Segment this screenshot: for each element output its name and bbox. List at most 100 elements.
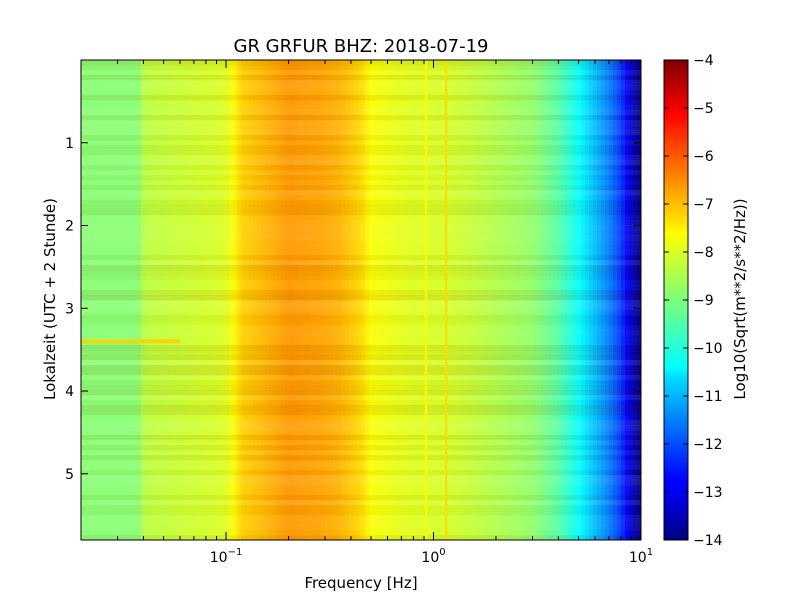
heatmap-column [241, 60, 246, 540]
colorbar-label: Log10(Sqrt(m**2/s**2/Hz)) [731, 198, 749, 399]
heatmap-column [277, 60, 282, 540]
heatmap-column [357, 60, 362, 540]
heatmap-row [81, 490, 641, 496]
heatmap-row [81, 375, 641, 381]
heatmap-row [81, 295, 641, 301]
heatmap-column [609, 60, 614, 540]
heatmap-column [421, 60, 426, 540]
heatmap-row [81, 190, 641, 196]
heatmap-column [577, 60, 582, 540]
heatmap-column [561, 60, 566, 540]
heatmap-column [485, 60, 490, 540]
colorbar-tick-label: −6 [693, 149, 714, 165]
heatmap-column [293, 60, 298, 540]
heatmap-column [161, 60, 166, 540]
heatmap-column [337, 60, 342, 540]
heatmap-column [541, 60, 546, 540]
heatmap-row [81, 200, 641, 206]
heatmap-column [149, 60, 154, 540]
heatmap-row [81, 265, 641, 271]
colorbar-tick-label: −5 [693, 101, 714, 117]
heatmap-column [533, 60, 538, 540]
heatmap-column [617, 60, 622, 540]
heatmap-column [201, 60, 206, 540]
heatmap-column [405, 60, 410, 540]
heatmap-row [81, 310, 641, 316]
heatmap-row [81, 530, 641, 535]
heatmap-column [517, 60, 522, 540]
colorbar-tick-label: −9 [693, 293, 714, 309]
heatmap-column [481, 60, 486, 540]
heatmap-row [81, 125, 641, 131]
heatmap-row [81, 85, 641, 91]
heatmap-column [133, 60, 138, 540]
heatmap-column [333, 60, 338, 540]
y-axis-label: Lokalzeit (UTC + 2 Stunde) [41, 198, 59, 400]
heatmap-column [401, 60, 406, 540]
heatmap-row [81, 465, 641, 471]
heatmap-row [81, 400, 641, 405]
heatmap-row [81, 525, 641, 531]
heatmap-column [329, 60, 334, 540]
heatmap-column [369, 60, 374, 540]
y-tick-label: 5 [65, 467, 74, 483]
heatmap-row [81, 415, 641, 420]
heatmap-column [205, 60, 210, 540]
heatmap [81, 60, 641, 540]
heatmap-column [461, 60, 466, 540]
heatmap-column [341, 60, 346, 540]
heatmap-column [321, 60, 326, 540]
heatmap-column [105, 60, 110, 540]
heatmap-row [81, 305, 641, 311]
heatmap-row [81, 290, 641, 296]
heatmap-row [81, 345, 641, 351]
heatmap-column [221, 60, 226, 540]
x-tick-label: 10−1 [210, 547, 243, 566]
heatmap-column [361, 60, 366, 540]
heatmap-column [449, 60, 454, 540]
heatmap-column [637, 60, 641, 540]
heatmap-column [197, 60, 202, 540]
heatmap-row [81, 180, 641, 185]
heatmap-column [109, 60, 114, 540]
heatmap-row [81, 320, 641, 325]
heatmap-row [81, 160, 641, 166]
y-tick-label: 1 [65, 136, 74, 152]
heatmap-column [565, 60, 570, 540]
heatmap-row [81, 510, 641, 516]
heatmap-column [113, 60, 118, 540]
heatmap-column [137, 60, 142, 540]
heatmap-column [377, 60, 382, 540]
heatmap-column [245, 60, 250, 540]
heatmap-row [81, 260, 641, 266]
heatmap-row [81, 500, 641, 506]
heatmap-column [385, 60, 390, 540]
heatmap-column [353, 60, 358, 540]
heatmap-row [81, 135, 641, 141]
heatmap-row [81, 350, 641, 356]
y-axis: 1 2 3 4 5 [65, 136, 641, 483]
colorbar-tick-label: −11 [693, 389, 723, 405]
spectral-line [444, 60, 448, 540]
heatmap-column [165, 60, 170, 540]
heatmap-row [81, 395, 641, 401]
heatmap-column [381, 60, 386, 540]
heatmap-column [317, 60, 322, 540]
heatmap-column [237, 60, 242, 540]
heatmap-column [285, 60, 290, 540]
heatmap-column [141, 60, 146, 540]
heatmap-column [605, 60, 610, 540]
heatmap-row [81, 315, 641, 321]
heatmap-column [97, 60, 102, 540]
heatmap-columns [81, 60, 641, 540]
heatmap-column [253, 60, 258, 540]
heatmap-row [81, 80, 641, 86]
heatmap-row [81, 65, 641, 71]
heatmap-row [81, 165, 641, 171]
heatmap-column [545, 60, 550, 540]
heatmap-row [81, 370, 641, 376]
heatmap-column [101, 60, 106, 540]
heatmap-row [81, 335, 641, 341]
heatmap-row [81, 70, 641, 76]
